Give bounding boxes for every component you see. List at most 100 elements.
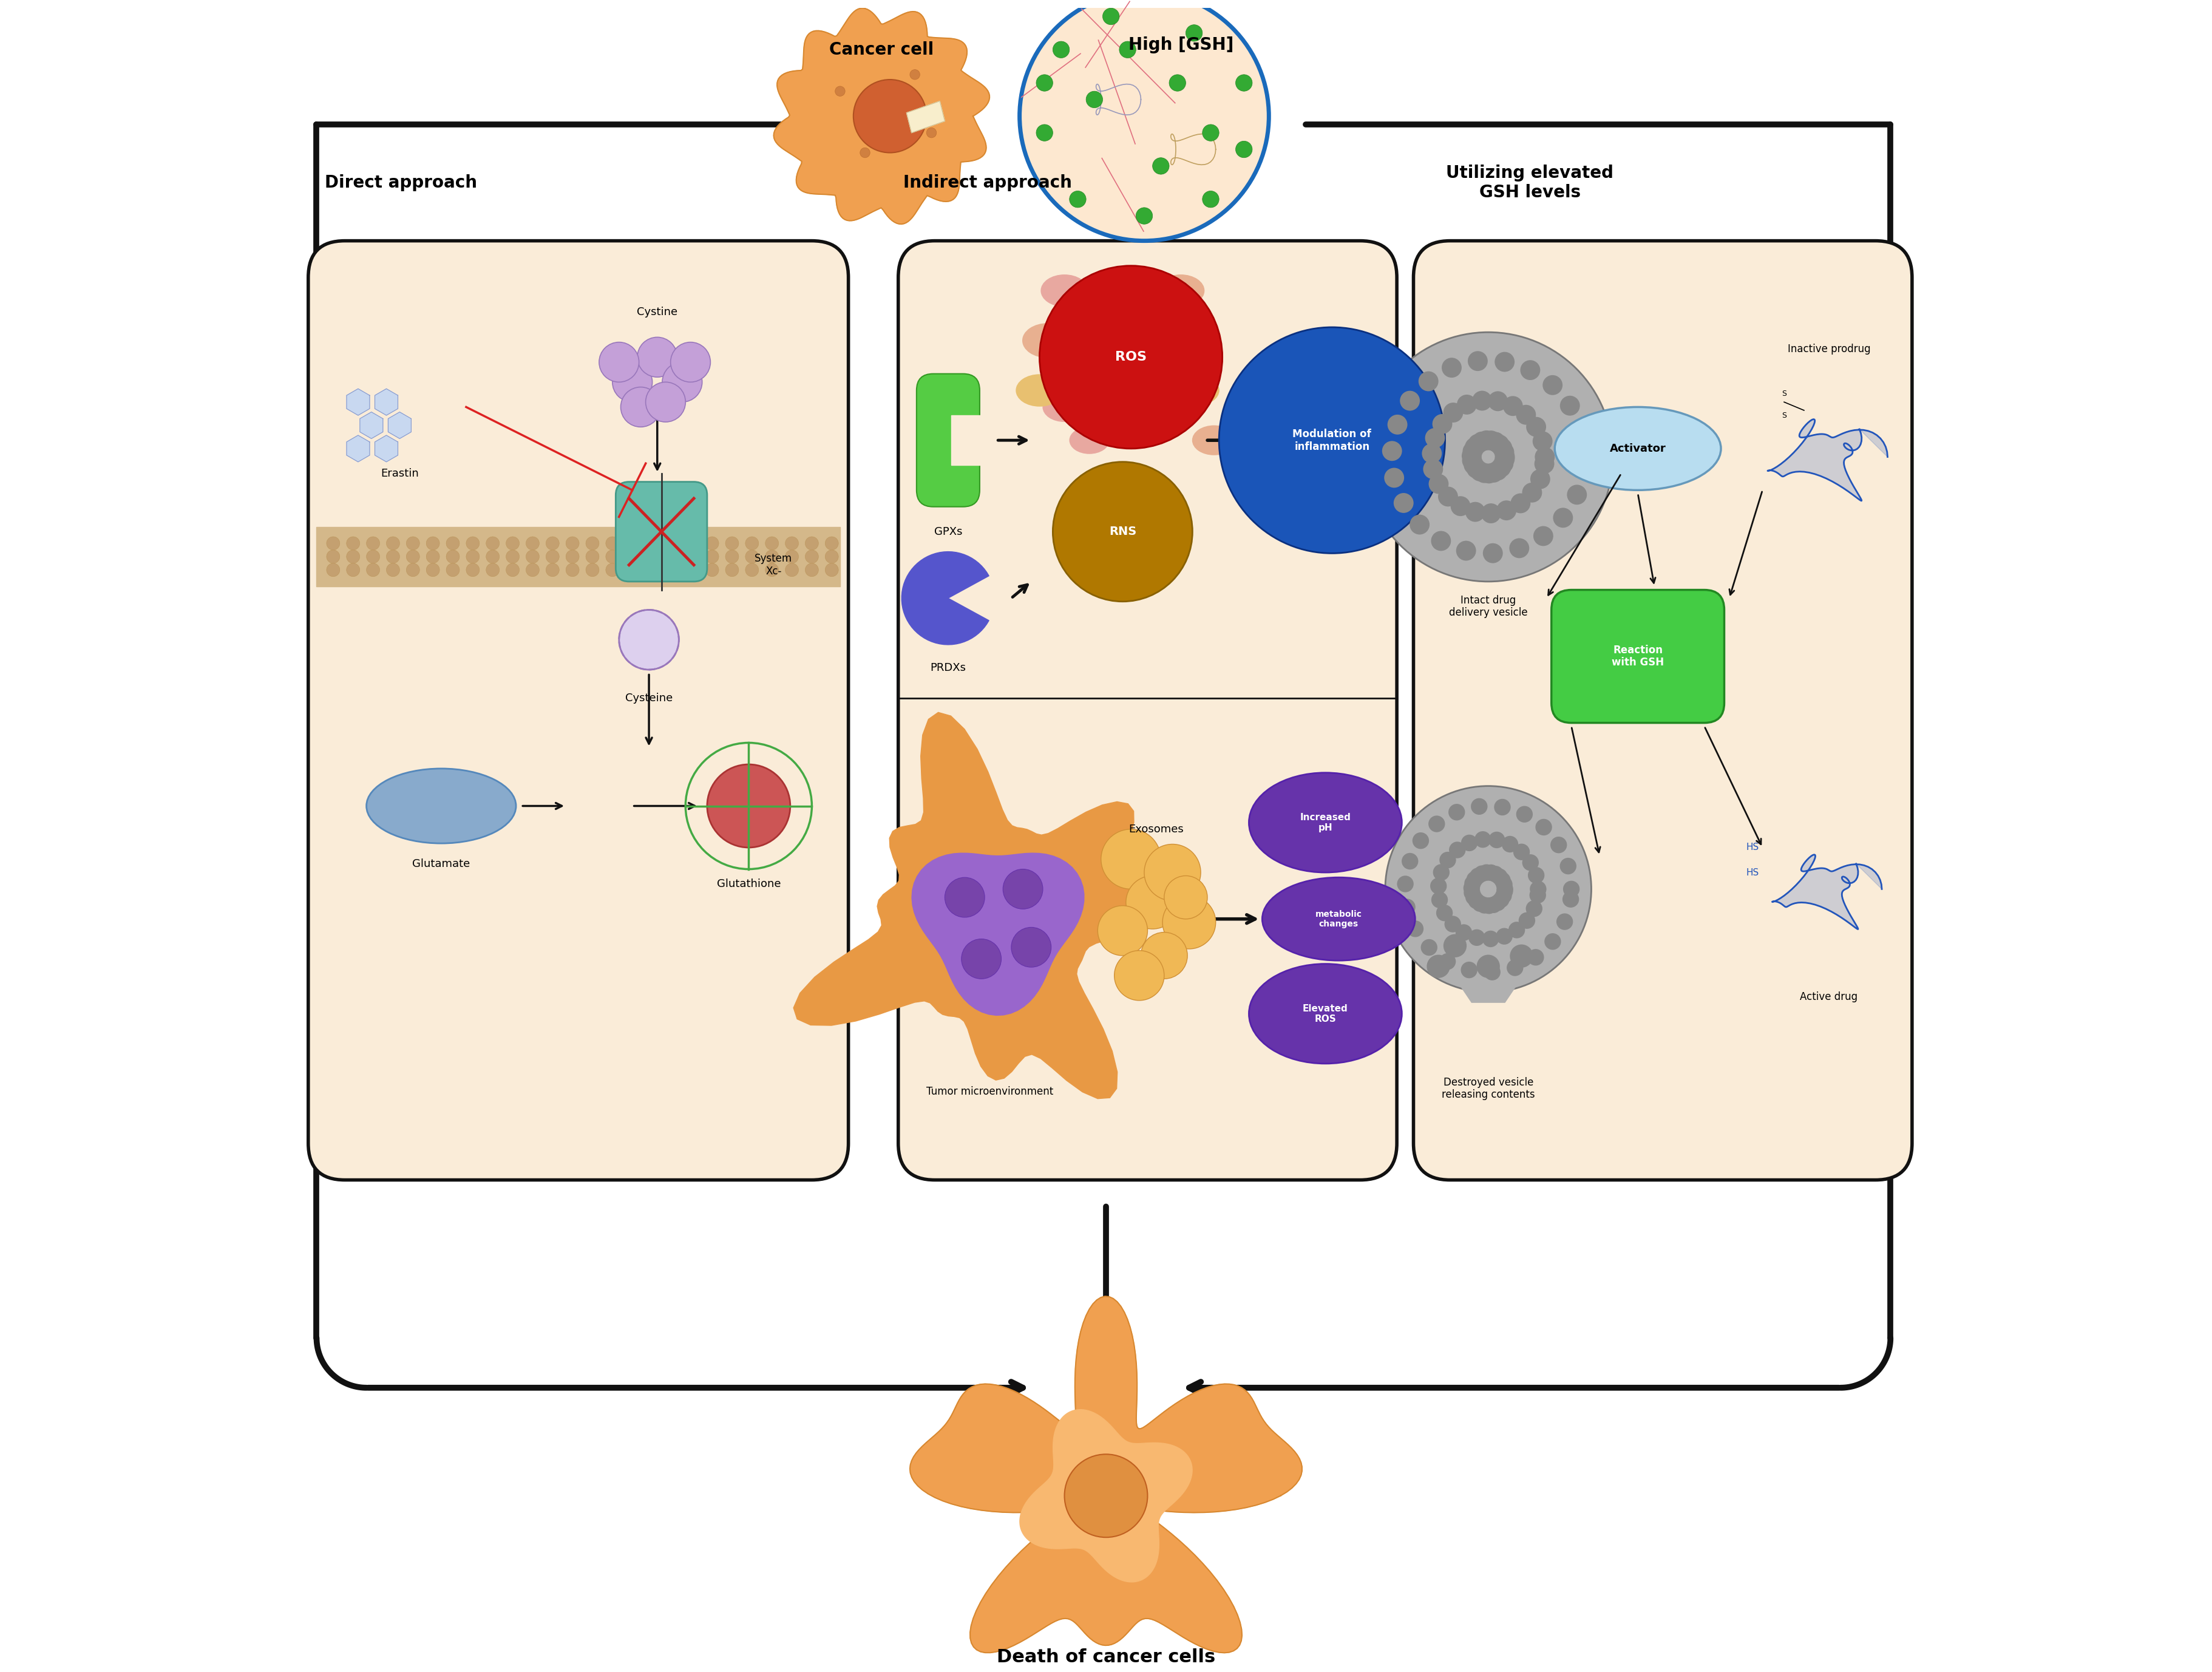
Ellipse shape xyxy=(1117,313,1161,343)
Circle shape xyxy=(566,563,580,577)
Circle shape xyxy=(526,537,540,550)
Circle shape xyxy=(606,550,619,563)
Circle shape xyxy=(1040,266,1223,448)
Circle shape xyxy=(1462,446,1482,466)
Circle shape xyxy=(646,383,686,421)
Circle shape xyxy=(745,563,759,577)
Circle shape xyxy=(1471,431,1491,451)
Polygon shape xyxy=(387,411,411,438)
Circle shape xyxy=(1467,871,1482,888)
Circle shape xyxy=(1097,906,1148,956)
Ellipse shape xyxy=(1015,375,1064,406)
Circle shape xyxy=(1469,868,1486,884)
Circle shape xyxy=(1464,455,1484,475)
Circle shape xyxy=(1531,470,1551,488)
Circle shape xyxy=(1203,191,1219,207)
Ellipse shape xyxy=(1555,406,1721,490)
Circle shape xyxy=(1553,508,1573,528)
FancyBboxPatch shape xyxy=(307,241,849,1180)
Polygon shape xyxy=(907,102,945,132)
Circle shape xyxy=(1407,921,1425,936)
Ellipse shape xyxy=(1192,425,1237,455)
Circle shape xyxy=(1482,931,1500,946)
Circle shape xyxy=(1475,463,1495,483)
Circle shape xyxy=(1509,921,1524,938)
Text: System
Xc-: System Xc- xyxy=(754,553,792,577)
Circle shape xyxy=(367,550,380,563)
Ellipse shape xyxy=(1263,878,1416,960)
Circle shape xyxy=(1564,881,1579,898)
Circle shape xyxy=(1495,876,1513,893)
Circle shape xyxy=(1002,869,1042,910)
Circle shape xyxy=(1575,458,1595,478)
Circle shape xyxy=(726,537,739,550)
Circle shape xyxy=(1493,438,1513,458)
Circle shape xyxy=(407,537,420,550)
Circle shape xyxy=(1440,953,1455,970)
Circle shape xyxy=(1011,928,1051,966)
Text: Glutamate: Glutamate xyxy=(411,859,471,869)
Circle shape xyxy=(1086,92,1102,107)
Text: Death of cancer cells: Death of cancer cells xyxy=(998,1649,1214,1665)
Circle shape xyxy=(1219,328,1444,553)
Ellipse shape xyxy=(1108,366,1155,398)
Text: RNS: RNS xyxy=(1108,527,1137,537)
Circle shape xyxy=(1471,461,1491,482)
Circle shape xyxy=(586,550,599,563)
Polygon shape xyxy=(374,388,398,415)
Circle shape xyxy=(666,550,679,563)
Circle shape xyxy=(962,940,1002,978)
Circle shape xyxy=(487,563,500,577)
Text: Tumor microenvironment: Tumor microenvironment xyxy=(927,1087,1053,1097)
Circle shape xyxy=(1203,124,1219,140)
Circle shape xyxy=(1575,446,1595,466)
Circle shape xyxy=(670,343,710,383)
Circle shape xyxy=(387,537,400,550)
Ellipse shape xyxy=(1250,963,1402,1063)
Text: Exosomes: Exosomes xyxy=(1128,824,1183,834)
Text: Utilizing elevated
GSH levels: Utilizing elevated GSH levels xyxy=(1447,164,1613,201)
Circle shape xyxy=(1020,0,1270,241)
Circle shape xyxy=(1491,868,1509,884)
Ellipse shape xyxy=(1086,401,1126,430)
Circle shape xyxy=(1102,8,1119,25)
Circle shape xyxy=(785,537,799,550)
Circle shape xyxy=(1489,460,1509,480)
Circle shape xyxy=(646,563,659,577)
Circle shape xyxy=(1528,950,1544,966)
Circle shape xyxy=(1495,928,1513,945)
Circle shape xyxy=(1460,961,1478,978)
Circle shape xyxy=(546,550,560,563)
Circle shape xyxy=(1528,868,1544,883)
Circle shape xyxy=(1557,913,1573,930)
Circle shape xyxy=(1484,463,1504,483)
Circle shape xyxy=(1478,864,1495,881)
Circle shape xyxy=(1402,853,1418,869)
Circle shape xyxy=(1489,391,1509,411)
FancyBboxPatch shape xyxy=(615,482,708,582)
Circle shape xyxy=(1482,430,1502,450)
Circle shape xyxy=(726,563,739,577)
Circle shape xyxy=(1394,493,1413,513)
Circle shape xyxy=(1170,75,1186,92)
Circle shape xyxy=(765,563,779,577)
Circle shape xyxy=(407,563,420,577)
Circle shape xyxy=(945,878,984,918)
Circle shape xyxy=(1413,833,1429,849)
Circle shape xyxy=(1115,951,1164,1000)
Circle shape xyxy=(613,363,653,401)
Circle shape xyxy=(909,70,920,80)
Circle shape xyxy=(745,537,759,550)
Ellipse shape xyxy=(1022,323,1073,358)
Text: Destroyed vesicle
releasing contents: Destroyed vesicle releasing contents xyxy=(1442,1077,1535,1100)
Circle shape xyxy=(407,550,420,563)
Circle shape xyxy=(706,563,719,577)
Circle shape xyxy=(1495,450,1515,468)
Circle shape xyxy=(1544,933,1562,950)
Polygon shape xyxy=(794,712,1188,1099)
Circle shape xyxy=(1440,851,1455,868)
Circle shape xyxy=(1137,207,1152,224)
Circle shape xyxy=(1489,831,1504,848)
Circle shape xyxy=(1515,405,1535,425)
Circle shape xyxy=(626,537,639,550)
